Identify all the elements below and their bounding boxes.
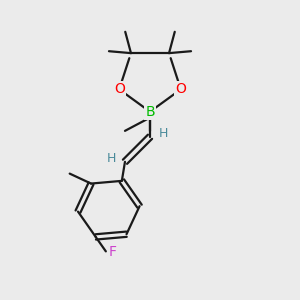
Text: F: F <box>108 245 116 259</box>
Text: B: B <box>145 105 155 119</box>
Text: H: H <box>159 127 168 140</box>
Text: O: O <box>176 82 186 96</box>
Text: O: O <box>114 82 124 96</box>
Text: H: H <box>107 152 116 165</box>
